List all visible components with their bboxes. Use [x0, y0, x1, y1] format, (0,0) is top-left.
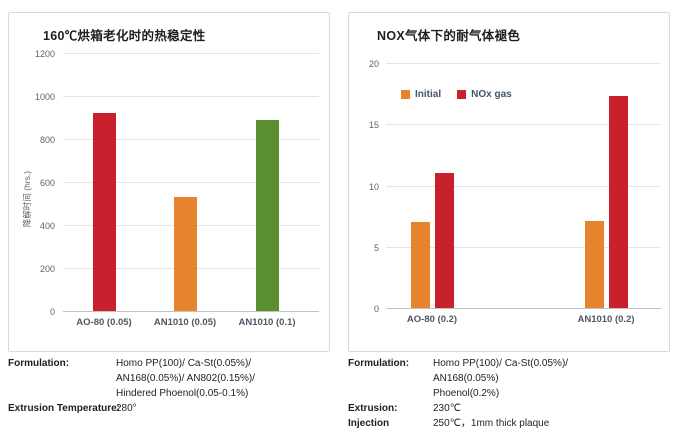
- footnote-value-line: 230℃: [433, 403, 461, 414]
- y-tick-label: 15: [368, 120, 379, 131]
- footnote-label: Extrusion Temperature:: [8, 403, 121, 414]
- y-tick-label: 1000: [34, 92, 55, 102]
- category-label: AO-80 (0.2): [406, 314, 458, 325]
- y-tick-label: 200: [39, 264, 55, 274]
- footnote-value: Homo PP(100)/ Ca-St(0.05%)/ AN168(0.05%) P…: [433, 356, 678, 401]
- footnote-value-line: Phoenol(0.2%): [433, 388, 500, 399]
- category-label: AO-80 (0.05): [76, 317, 132, 328]
- footnote-label: Formulation:: [348, 358, 410, 369]
- legend-label: NOx gas: [471, 89, 512, 100]
- y-tick-label: 1200: [34, 49, 55, 59]
- legend-item-nox-gas: NOx gas: [457, 89, 512, 100]
- legend-swatch-nox-gas: [457, 90, 467, 99]
- y-tick-label: 0: [373, 304, 379, 314]
- category-label: AN1010 (0.1): [238, 317, 296, 328]
- footnote-label: Extrusion:: [348, 403, 398, 414]
- gridline: [63, 182, 319, 183]
- bar-an1010-0-1: [255, 119, 279, 311]
- thermal-stability-plot: 0 200 400 600 800 1000 1200 AO-80 (0.05) AN1010 …: [9, 13, 329, 351]
- right-footnote-block: Formulation: Homo PP(100)/ Ca-St(0.05%)/ A…: [348, 356, 678, 431]
- footnote-value: 280°: [116, 401, 338, 416]
- gridline: [63, 96, 319, 97]
- gas-fading-plot: 0 5 10 15 20 AO-80 (0.2) AN1010 (0.2): [349, 13, 669, 351]
- category-label: AN1010 (0.2): [577, 314, 635, 325]
- legend-label: Initial: [415, 89, 442, 100]
- y-tick-label: 10: [368, 181, 379, 192]
- y-tick-label: 800: [39, 135, 55, 145]
- category-label: AN1010 (0.05): [153, 317, 217, 328]
- y-tick-label: 5: [373, 242, 379, 253]
- bar-an1010-0-05: [173, 197, 197, 311]
- gridline: [386, 246, 661, 248]
- left-footnote-block: Formulation: Homo PP(100)/ Ca-St(0.05%)/ A…: [8, 356, 338, 416]
- gas-fading-chart-card: NOX气体下的耐气体褪色 Initial NOx gas 0 5 10 15 20 AO-8…: [348, 12, 670, 352]
- legend-swatch-initial: [401, 90, 410, 99]
- bar-nox-gas-an1010-0-2: [608, 96, 628, 308]
- footnote-value-line: AN168(0.05%)/ AN802(0.15%)/: [116, 373, 255, 384]
- footnote-value-line: Homo PP(100)/ Ca-St(0.05%)/: [433, 358, 569, 369]
- footnote-value: 250℃，1mm thick plaque: [433, 416, 678, 431]
- footnote-label: Injection: [348, 418, 390, 429]
- x-axis-line: [386, 308, 661, 309]
- bar-initial-an1010-0-2: [584, 221, 604, 308]
- footnote-value-line: AN168(0.05%): [433, 373, 499, 384]
- footnote-value: 230℃: [433, 401, 678, 416]
- legend: Initial NOx gas: [401, 89, 512, 100]
- bar-ao-80-0-05: [92, 113, 116, 311]
- bar-nox-gas-ao-80-0-2: [434, 173, 454, 308]
- gridline: [386, 185, 661, 187]
- y-tick-label: 20: [368, 59, 379, 69]
- footnote-value: Homo PP(100)/ Ca-St(0.05%)/ AN168(0.05%)/…: [116, 356, 338, 401]
- y-tick-label: 400: [39, 221, 55, 231]
- footnote-value-line: Homo PP(100)/ Ca-St(0.05%)/: [116, 358, 252, 369]
- thermal-stability-chart-card: 160℃烘箱老化时的热稳定性 降解时间 (hrs.) 0 200 400 600 800…: [8, 12, 330, 352]
- legend-item-initial: Initial: [401, 89, 441, 100]
- x-axis-line: [63, 311, 319, 312]
- footnote-label: Formulation:: [8, 358, 70, 369]
- gas-fading-chart-title: NOX气体下的耐气体褪色: [377, 29, 521, 43]
- bar-initial-ao-80-0-2: [410, 222, 430, 308]
- y-tick-label: 0: [49, 307, 55, 317]
- gridline: [386, 63, 661, 64]
- thermal-stability-chart-title: 160℃烘箱老化时的热稳定性: [43, 29, 206, 43]
- footnote-value-line: 280°: [116, 403, 137, 414]
- y-tick-label: 600: [39, 178, 55, 188]
- gridline: [63, 53, 319, 54]
- gridline: [386, 124, 661, 126]
- footnote-value-line: Hindered Phoenol(0.05-0.1%): [116, 388, 249, 399]
- gridline: [63, 139, 319, 140]
- footnote-value-line: 250℃，1mm thick plaque: [433, 418, 550, 429]
